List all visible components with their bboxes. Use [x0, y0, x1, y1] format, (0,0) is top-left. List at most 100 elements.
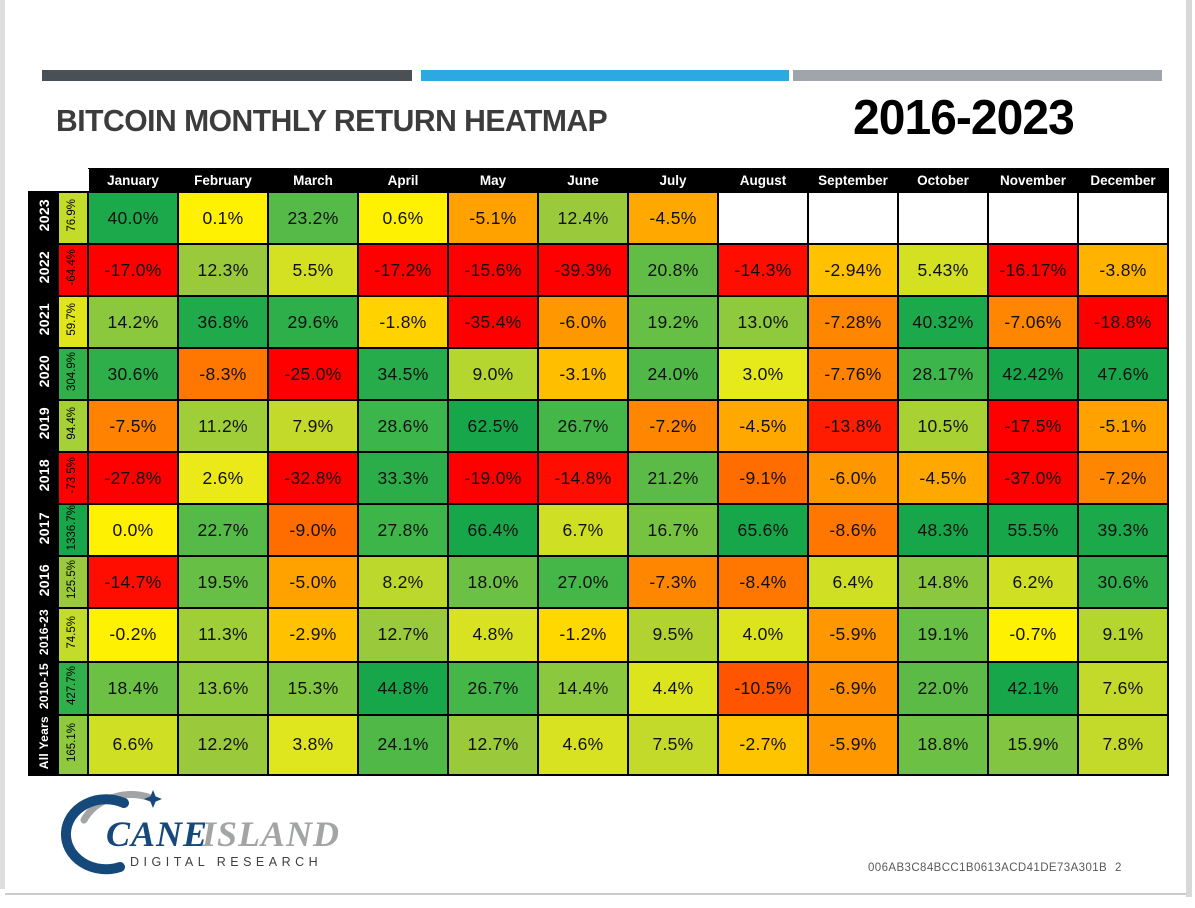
logo-text-secondary: ISLAND [201, 814, 340, 854]
table-row-2022: 2022 -64.4% -17.0% 12.3% 5.5% -17.2% -15.6% -39… [28, 243, 1169, 297]
cell-2020-january: 30.6% [87, 347, 179, 401]
cell-2010-15-september: -6.9% [807, 660, 899, 716]
cell-2022-april: -17.2% [357, 243, 449, 297]
cell-2018-january: -27.8% [87, 451, 179, 505]
cell-2016-23-february: 11.3% [177, 607, 269, 663]
page-edge-right [1186, 0, 1192, 897]
cell-2016-23-september: -5.9% [807, 607, 899, 663]
cell-2010-15-august: -10.5% [717, 660, 809, 716]
cell-2019-november: -17.5% [987, 399, 1079, 453]
cell-2010-15-may: 26.7% [447, 660, 539, 716]
cell-2021-may: -35.4% [447, 295, 539, 349]
cell-2018-october: -4.5% [897, 451, 989, 505]
cell-2016-february: 19.5% [177, 555, 269, 610]
row-header-2017: 2017 [28, 502, 59, 558]
cell-2021-july: 19.2% [627, 295, 719, 349]
cell-2021-february: 36.8% [177, 295, 269, 349]
cell-2022-september: -2.94% [807, 243, 899, 297]
cell-2022-august: -14.3% [717, 243, 809, 297]
row-header-2016: 2016 [28, 555, 59, 610]
cell-2016-may: 18.0% [447, 555, 539, 610]
annual-return-2010-15: 427.7% [57, 660, 89, 716]
row-header-label: 2016-23 [36, 609, 51, 656]
cell-2010-15-october: 22.0% [897, 660, 989, 716]
cell-2019-june: 26.7% [537, 399, 629, 453]
cell-2016-june: 27.0% [537, 555, 629, 610]
cell-2018-june: -14.8% [537, 451, 629, 505]
cell-2017-april: 27.8% [357, 502, 449, 558]
row-header-2010-15: 2010-15 [28, 660, 59, 716]
annual-return-label: 125.5% [66, 560, 79, 600]
col-header-august: August [717, 168, 809, 193]
cell-2019-march: 7.9% [267, 399, 359, 453]
row-header-label: 2010-15 [36, 662, 51, 709]
cell-2016-october: 14.8% [897, 555, 989, 610]
cell-2019-july: -7.2% [627, 399, 719, 453]
table-row-all-years: All Years 165.1% 6.6% 12.2% 3.8% 24.1% 12.7% 4.… [28, 713, 1169, 776]
cane-island-logo: CANE ISLAND DIGITAL RESEARCH [60, 790, 340, 875]
logo-tagline: DIGITAL RESEARCH [130, 855, 322, 869]
annual-return-2020: 304.9% [57, 347, 89, 401]
cell-2016-march: -5.0% [267, 555, 359, 610]
cell-2017-january: 0.0% [87, 502, 179, 558]
col-header-september: September [807, 168, 899, 193]
heatmap-table: January February March April May June July Augu… [28, 168, 1169, 776]
row-header-2022: 2022 [28, 243, 59, 297]
cell-all-years-february: 12.2% [177, 713, 269, 776]
cell-2020-july: 24.0% [627, 347, 719, 401]
row-header-label: 2018 [35, 459, 52, 492]
row-header-label: 2023 [35, 199, 52, 232]
cell-all-years-october: 18.8% [897, 713, 989, 776]
cell-2010-15-june: 14.4% [537, 660, 629, 716]
cell-2019-april: 28.6% [357, 399, 449, 453]
cell-2018-march: -32.8% [267, 451, 359, 505]
cell-2017-september: -8.6% [807, 502, 899, 558]
cell-2023-december [1077, 191, 1169, 245]
cell-2016-august: -8.4% [717, 555, 809, 610]
annual-return-2023: 76.9% [57, 191, 89, 245]
col-header-december: December [1077, 168, 1169, 193]
cell-2016-23-may: 4.8% [447, 607, 539, 663]
row-header-label: 2019 [35, 407, 52, 440]
row-header-2023: 2023 [28, 191, 59, 245]
cell-2023-april: 0.6% [357, 191, 449, 245]
cell-2023-july: -4.5% [627, 191, 719, 245]
cell-2021-august: 13.0% [717, 295, 809, 349]
annual-return-all-years: 165.1% [57, 713, 89, 776]
table-row-2017: 2017 1336.7% 0.0% 22.7% -9.0% 27.8% 66.4% 6.7% 1… [28, 502, 1169, 558]
cell-2019-february: 11.2% [177, 399, 269, 453]
cell-2021-april: -1.8% [357, 295, 449, 349]
cell-2022-december: -3.8% [1077, 243, 1169, 297]
row-header-2019: 2019 [28, 399, 59, 453]
annual-return-label: 304.9% [66, 351, 79, 391]
cell-all-years-december: 7.8% [1077, 713, 1169, 776]
cell-2023-march: 23.2% [267, 191, 359, 245]
cell-2016-23-march: -2.9% [267, 607, 359, 663]
col-header-april: April [357, 168, 449, 193]
cell-2022-may: -15.6% [447, 243, 539, 297]
cell-2020-september: -7.76% [807, 347, 899, 401]
document-code: 006AB3C84BCC1B0613ACD41DE73A301B [868, 862, 1108, 874]
row-header-label: 2021 [35, 303, 52, 336]
logo-star-icon [144, 790, 162, 808]
table-row-2019: 2019 94.4% -7.5% 11.2% 7.9% 28.6% 62.5% 26.7% -7… [28, 399, 1169, 453]
cell-2010-15-april: 44.8% [357, 660, 449, 716]
cell-2019-may: 62.5% [447, 399, 539, 453]
col-header-march: March [267, 168, 359, 193]
annual-return-2019: 94.4% [57, 399, 89, 453]
cell-2020-august: 3.0% [717, 347, 809, 401]
table-row-2020: 2020 304.9% 30.6% -8.3% -25.0% 34.5% 9.0% -3.1%… [28, 347, 1169, 401]
cell-2010-15-march: 15.3% [267, 660, 359, 716]
cell-2022-january: -17.0% [87, 243, 179, 297]
table-row-2016: 2016 125.5% -14.7% 19.5% -5.0% 8.2% 18.0% 27.0%… [28, 555, 1169, 610]
row-header-label: 2017 [35, 511, 52, 544]
accent-bar-blue [421, 70, 789, 81]
cell-2016-july: -7.3% [627, 555, 719, 610]
accent-bar-gray [793, 70, 1162, 81]
row-header-label: 2022 [35, 251, 52, 284]
annual-return-2016-23: 74.5% [57, 607, 89, 663]
cell-2021-november: -7.06% [987, 295, 1079, 349]
cell-2016-september: 6.4% [807, 555, 899, 610]
cell-2019-october: 10.5% [897, 399, 989, 453]
cell-2023-november [987, 191, 1079, 245]
